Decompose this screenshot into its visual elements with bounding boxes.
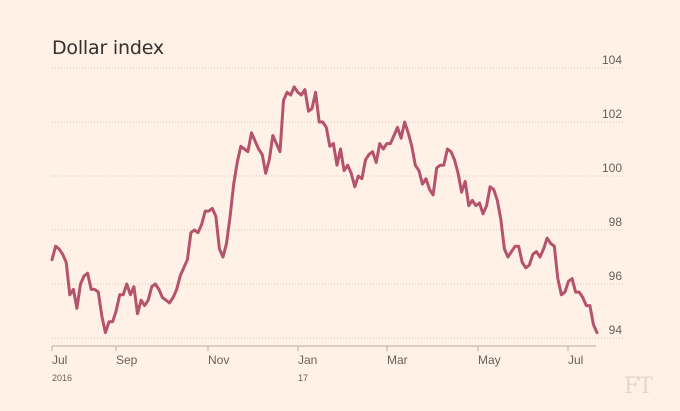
chart-title: Dollar index [52, 36, 164, 59]
y-tick-label: 94 [609, 323, 623, 337]
x-tick-label: Nov [208, 353, 229, 367]
x-tick-label: Jan [298, 353, 317, 367]
y-tick-label: 104 [602, 53, 622, 67]
ft-logo: FT [624, 374, 653, 399]
x-tick-label: Sep [116, 353, 138, 367]
y-tick-label: 102 [602, 107, 622, 121]
x-tick-year-label: 2016 [52, 373, 72, 383]
series-line-dollar-index [50, 85, 599, 335]
x-tick-label: May [478, 353, 501, 367]
y-tick-label: 96 [609, 269, 623, 283]
x-tick-year-label: 17 [298, 373, 308, 383]
x-tick-label: Jul [568, 353, 583, 367]
y-tick-label: 100 [602, 161, 622, 175]
x-tick-label: Mar [387, 353, 408, 367]
y-tick-label: 98 [609, 215, 623, 229]
x-tick-label: Jul [52, 353, 67, 367]
